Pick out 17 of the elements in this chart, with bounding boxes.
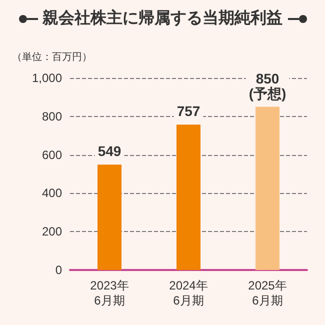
- bar: [176, 124, 200, 270]
- x-tick-label: 2025年 6月期: [248, 278, 287, 308]
- y-tick-label: 0: [55, 263, 62, 277]
- y-tick-label: 400: [42, 186, 62, 200]
- data-label: 850 (予想): [248, 70, 286, 102]
- y-tick-label: 200: [42, 224, 62, 239]
- x-tick-label: 2024年 6月期: [169, 278, 208, 308]
- y-tick-label: 800: [42, 109, 62, 124]
- y-tick-label: 1,000: [32, 71, 62, 85]
- chart-title: 親会社株主に帰属する当期純利益: [42, 8, 282, 29]
- bar: [256, 106, 280, 270]
- y-tick-label: 600: [42, 148, 62, 162]
- bar: [98, 164, 122, 270]
- y-axis-title: （単位：百万円）: [12, 51, 92, 64]
- data-label: 549: [98, 143, 122, 160]
- data-label: 757: [176, 103, 200, 120]
- x-tick-label: 2023年 6月期: [90, 278, 129, 308]
